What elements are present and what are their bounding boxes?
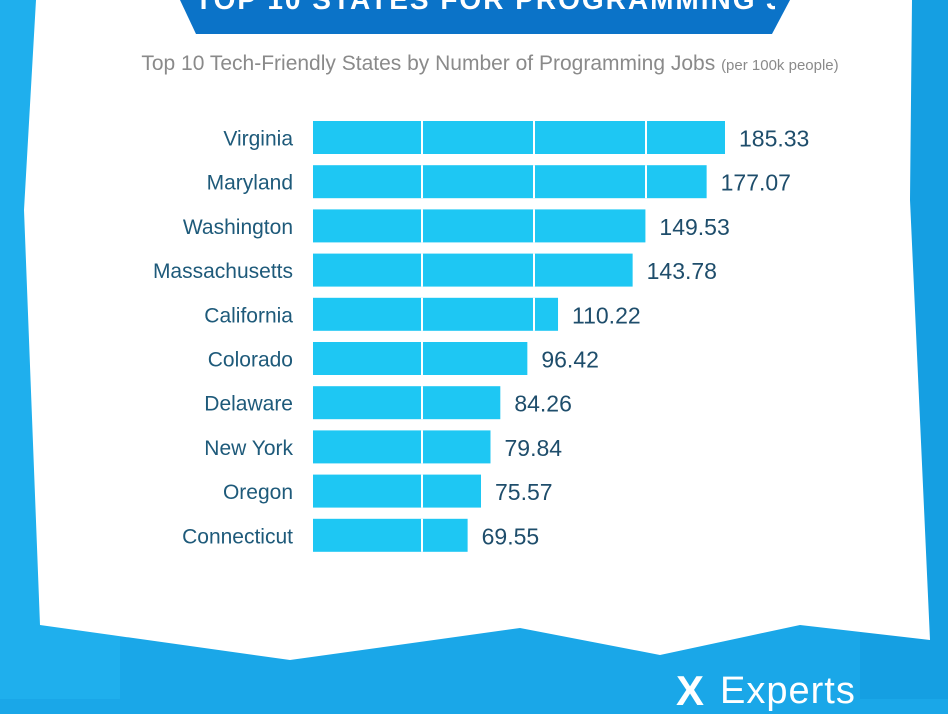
category-label: Virginia	[223, 128, 293, 151]
value-label: 96.42	[541, 347, 599, 373]
category-label: Colorado	[208, 349, 293, 372]
category-label: Delaware	[204, 393, 293, 416]
category-label: Connecticut	[182, 525, 293, 548]
bar-chart: Virginia 185.33 Maryland 177.07 Washington 14…	[153, 121, 809, 552]
category-label: Oregon	[223, 481, 293, 504]
subtitle-main: Top 10 Tech-Friendly States by Number of…	[141, 52, 716, 75]
banner-title: TOP 10 STATES FOR PROGRAMMING JOBS	[195, 0, 775, 16]
chart-subtitle: Top 10 Tech-Friendly States by Number of…	[0, 52, 948, 76]
subtitle-note: (per 100k people)	[721, 57, 839, 74]
value-label: 149.53	[659, 214, 729, 240]
category-label: California	[204, 304, 293, 327]
bar	[313, 121, 725, 154]
title-banner	[180, 0, 790, 34]
bar	[313, 209, 646, 243]
bar	[313, 165, 707, 199]
bar	[313, 474, 481, 508]
bar	[313, 253, 633, 287]
value-label: 110.22	[572, 302, 641, 328]
value-label: 185.33	[739, 126, 809, 152]
bar	[313, 430, 491, 464]
category-label: New York	[204, 437, 293, 460]
value-label: 84.26	[514, 391, 572, 417]
value-label: 143.78	[647, 258, 717, 284]
brand-mark-icon: X	[676, 667, 705, 714]
value-label: 69.55	[482, 523, 540, 549]
value-label: 75.57	[495, 479, 553, 505]
value-label: 79.84	[504, 435, 562, 461]
bar	[313, 518, 468, 552]
category-label: Massachusetts	[153, 260, 293, 283]
bar	[313, 386, 501, 420]
value-label: 177.07	[721, 170, 791, 196]
category-label: Washington	[183, 216, 293, 239]
brand-logo: X Experts	[676, 667, 856, 714]
bar	[313, 297, 559, 331]
bar	[313, 342, 528, 375]
category-label: Maryland	[207, 172, 293, 195]
brand-name: Experts	[720, 670, 856, 712]
